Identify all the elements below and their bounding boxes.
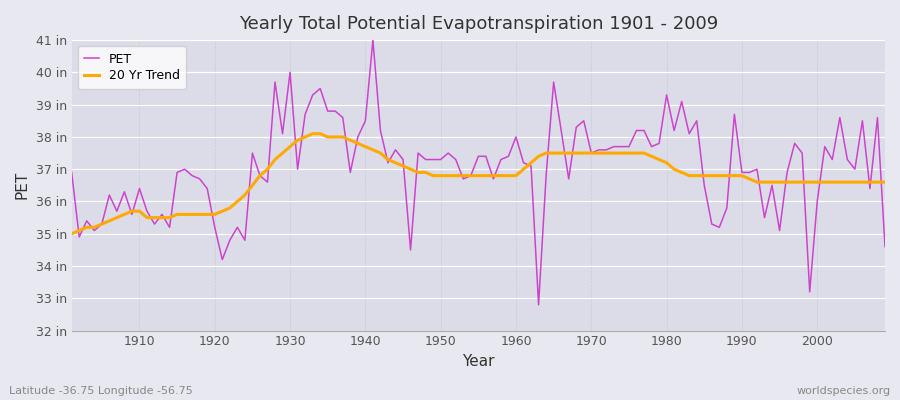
20 Yr Trend [879,180,890,184]
Line: 20 Yr Trend: 20 Yr Trend [72,134,885,234]
PET [616,144,626,149]
Y-axis label: PET: PET [15,171,30,200]
Title: Yearly Total Potential Evapotranspiration 1901 - 2009: Yearly Total Potential Evapotranspiratio… [238,15,718,33]
20 Yr Trend [307,131,318,136]
X-axis label: Year: Year [462,354,495,369]
Text: worldspecies.org: worldspecies.org [796,386,891,396]
Line: PET: PET [72,40,885,305]
20 Yr Trend [127,209,138,214]
PET [879,244,890,249]
Text: Latitude -36.75 Longitude -56.75: Latitude -36.75 Longitude -56.75 [9,386,193,396]
PET [338,115,348,120]
PET [510,134,521,139]
20 Yr Trend [518,167,529,172]
PET [367,38,378,42]
Legend: PET, 20 Yr Trend: PET, 20 Yr Trend [78,46,186,89]
PET [292,167,303,172]
20 Yr Trend [608,151,619,156]
PET [518,160,529,165]
PET [67,170,77,175]
20 Yr Trend [292,138,303,142]
PET [533,302,544,307]
20 Yr Trend [67,231,77,236]
PET [127,212,138,217]
20 Yr Trend [510,173,521,178]
20 Yr Trend [345,138,356,142]
